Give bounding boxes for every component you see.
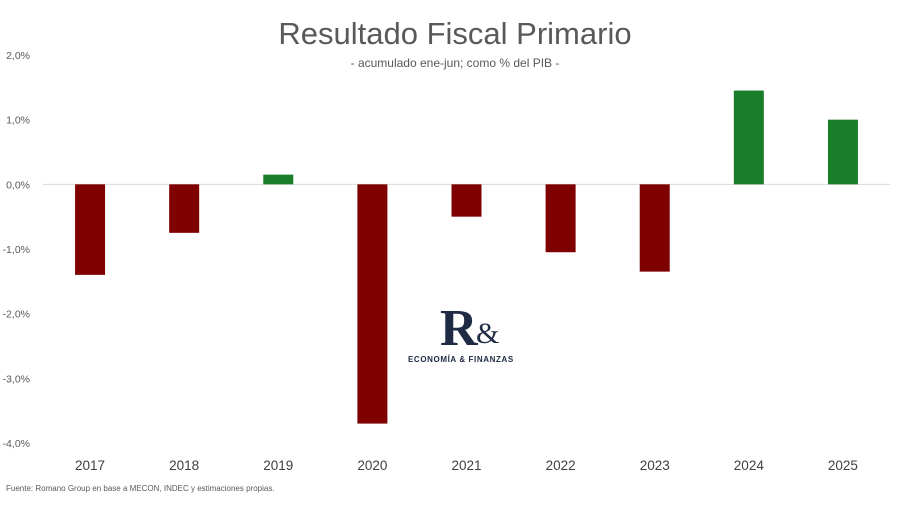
bar-2024 [733, 90, 764, 185]
source-note: Fuente: Romano Group en base a MECON, IN… [6, 484, 275, 493]
y-tick-label: -1,0% [3, 244, 30, 256]
chart-subtitle: - acumulado ene-jun; como % del PIB - [351, 56, 560, 70]
x-tick-label: 2021 [451, 458, 481, 473]
bar-2022 [545, 184, 576, 253]
bar-2020 [357, 184, 388, 424]
x-tick-label: 2019 [263, 458, 293, 473]
x-tick-label: 2023 [640, 458, 670, 473]
chart-title: Resultado Fiscal Primario [278, 16, 631, 51]
x-tick-label: 2022 [546, 458, 576, 473]
bar-2017 [75, 184, 106, 275]
y-tick-label: 1,0% [6, 115, 30, 127]
y-tick-label: -3,0% [3, 373, 30, 385]
bar-2018 [169, 184, 200, 233]
y-tick-label: 0,0% [6, 179, 30, 191]
logo-ampersand: & [476, 317, 499, 350]
bar-2023 [639, 184, 670, 272]
x-tick-label: 2018 [169, 458, 199, 473]
logo-letter: R [440, 300, 479, 357]
bar-2019 [263, 174, 294, 185]
x-axis: 2017 2018 2019 2020 2021 2022 2023 2024 2025 [75, 458, 858, 473]
x-tick-label: 2024 [734, 458, 765, 473]
y-tick-label: -4,0% [3, 438, 30, 450]
logo-text: ECONOMÍA & FINANZAS [408, 355, 514, 364]
bar-2025 [827, 119, 858, 185]
y-axis: 2,0% 1,0% 0,0% -1,0% -2,0% -3,0% -4,0% [3, 50, 30, 450]
y-tick-label: 2,0% [6, 50, 30, 62]
watermark-logo: R & ECONOMÍA & FINANZAS [408, 300, 514, 364]
y-tick-label: -2,0% [3, 309, 30, 321]
x-tick-label: 2020 [357, 458, 387, 473]
bar-2021 [451, 184, 482, 217]
x-tick-label: 2025 [828, 458, 858, 473]
bars [75, 90, 858, 424]
x-tick-label: 2017 [75, 458, 105, 473]
